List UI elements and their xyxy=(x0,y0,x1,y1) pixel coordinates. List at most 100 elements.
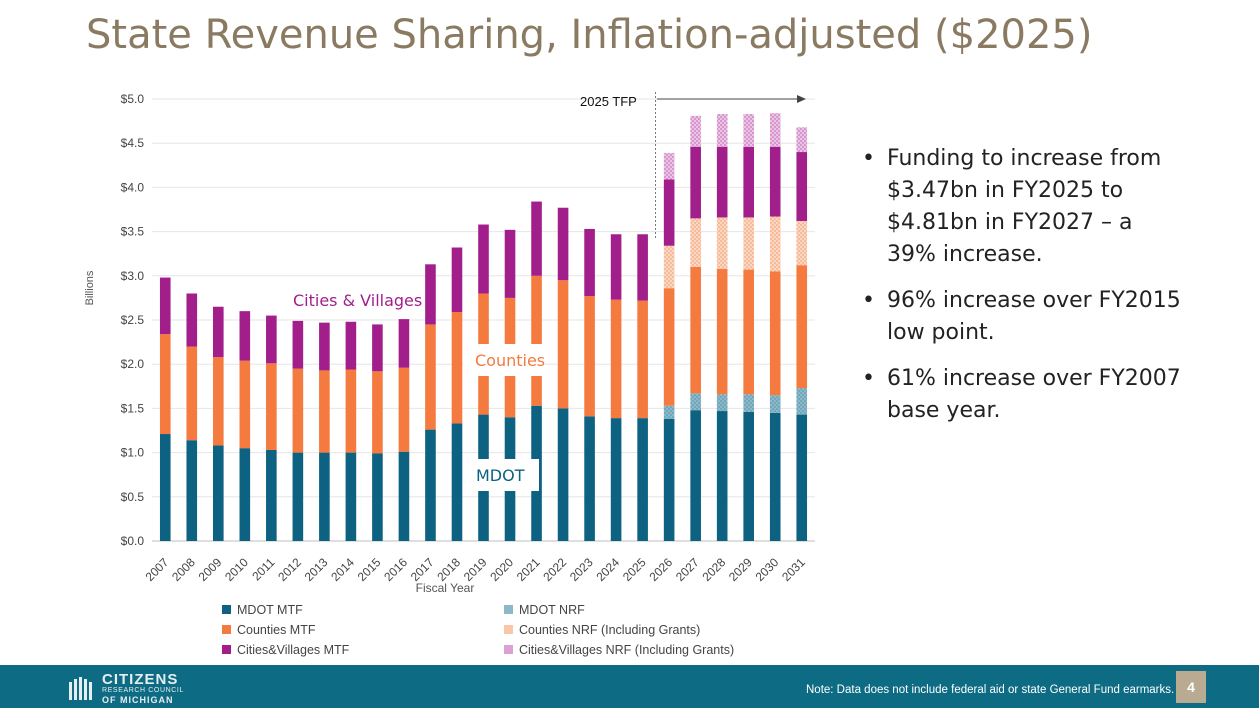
x-tick-label: 2010 xyxy=(222,555,251,584)
x-tick-label: 2024 xyxy=(593,555,622,584)
legend-swatch xyxy=(504,625,513,634)
bar-segment xyxy=(504,229,516,298)
legend-swatch xyxy=(222,605,231,614)
x-tick-label: 2019 xyxy=(461,555,490,584)
bar-segment xyxy=(345,369,357,453)
bar-segment xyxy=(266,315,277,364)
bar-segment xyxy=(716,217,728,269)
bar-segment xyxy=(372,453,383,541)
bar-segment xyxy=(743,217,755,270)
bullet-glyph: • xyxy=(862,366,875,391)
legend-swatch xyxy=(504,645,513,654)
legend-item-counties-nrf: Counties NRF (Including Grants) xyxy=(504,621,784,638)
legend-label: MDOT NRF xyxy=(519,602,585,617)
bullet-text: Funding to increase from $3.47bn in FY20… xyxy=(887,146,1162,267)
y-tick-label: $0.5 xyxy=(121,490,145,504)
bar-segment xyxy=(239,360,251,449)
y-tick-label: $2.0 xyxy=(121,357,145,371)
bullet-item: • Funding to increase from $3.47bn in FY2… xyxy=(862,143,1182,271)
bar-segment xyxy=(716,114,728,147)
bar-segment xyxy=(425,324,436,430)
bar-segment xyxy=(769,146,781,217)
bar-segment xyxy=(584,228,595,297)
bar-segment xyxy=(796,265,808,389)
bar-segment xyxy=(159,334,171,435)
bar-segment xyxy=(186,293,198,347)
tfp-arrow-head xyxy=(797,95,806,103)
x-tick-label: 2012 xyxy=(275,555,304,584)
bar-segment xyxy=(451,423,463,541)
y-axis-ticks: $0.0 $0.5 $1.0 $1.5 $2.0 $2.5 $3.0 $3.5 $4.0 $4.5… xyxy=(121,92,145,548)
bar-segment xyxy=(637,418,648,541)
x-tick-label: 2009 xyxy=(196,555,225,584)
columns-logo-icon xyxy=(69,677,92,700)
bar-segment xyxy=(372,371,383,454)
x-axis-ticks: 2007200820092010201120122013201420152016… xyxy=(143,555,808,584)
bar-segment xyxy=(266,363,277,450)
bar-segment xyxy=(716,268,728,395)
bar-segment xyxy=(345,321,357,370)
bullet-glyph: • xyxy=(862,288,875,313)
bar-segment xyxy=(796,127,808,153)
x-tick-label: 2013 xyxy=(302,555,331,584)
x-tick-label: 2023 xyxy=(567,555,596,584)
y-tick-label: $3.0 xyxy=(121,269,145,283)
bar-segment xyxy=(398,319,410,368)
y-tick-label: $0.0 xyxy=(121,534,145,548)
bullet-text: 96% increase over FY2015 low point. xyxy=(887,288,1181,345)
bar-segment xyxy=(690,218,701,267)
bar-segment xyxy=(663,419,675,541)
x-tick-label: 2011 xyxy=(249,555,277,583)
bar-segment xyxy=(663,288,675,406)
x-tick-label: 2017 xyxy=(408,555,437,584)
counties-callout: Counties xyxy=(463,344,545,376)
cities-villages-callout: Cities & Villages xyxy=(289,287,422,313)
bar-segment xyxy=(690,115,701,147)
bar-segment xyxy=(584,416,595,541)
legend-item-mdot-mtf: MDOT MTF xyxy=(222,601,504,618)
crc-logo: CITIZENS RESEARCH COUNCIL OF MICHIGAN xyxy=(68,672,184,705)
x-tick-label: 2028 xyxy=(700,555,729,584)
counties-label: Counties xyxy=(475,351,545,370)
bar-segment xyxy=(743,114,755,147)
bullet-glyph: • xyxy=(862,146,875,171)
bar-segment xyxy=(212,445,224,541)
bar-segment xyxy=(663,179,675,246)
legend-label: Cities&Villages NRF (Including Grants) xyxy=(519,642,735,657)
bar-segment xyxy=(637,300,648,419)
bar-segment xyxy=(292,368,304,453)
bar-segment xyxy=(159,277,171,335)
bar-segment xyxy=(531,275,542,406)
bar-segment xyxy=(796,414,808,541)
bar-segment xyxy=(663,405,675,420)
tfp-label: 2025 TFP xyxy=(580,94,637,109)
bar-segment xyxy=(690,393,701,411)
mdot-label: MDOT xyxy=(476,466,525,485)
bar-segment xyxy=(584,296,595,417)
bar-segment xyxy=(319,370,330,453)
bar-segment xyxy=(610,234,622,300)
x-tick-label: 2022 xyxy=(540,555,569,584)
bullet-text: 61% increase over FY2007 base year. xyxy=(887,366,1181,423)
y-tick-label: $1.0 xyxy=(121,446,145,460)
bar-segment xyxy=(372,324,383,372)
tfp-annotation: 2025 TFP xyxy=(580,92,806,240)
bar-segment xyxy=(716,411,728,541)
bar-segment xyxy=(398,367,410,452)
legend-label: MDOT MTF xyxy=(237,602,303,617)
bar-segment xyxy=(319,452,330,541)
mdot-callout: MDOT xyxy=(463,459,539,491)
bar-segment xyxy=(690,266,701,394)
x-tick-label: 2025 xyxy=(620,555,649,584)
legend-item-cities-nrf: Cities&Villages NRF (Including Grants) xyxy=(504,641,784,658)
bullet-item: • 96% increase over FY2015 low point. xyxy=(862,285,1182,349)
legend-label: Cities&Villages MTF xyxy=(237,642,350,657)
bar-segment xyxy=(743,411,755,541)
x-tick-label: 2029 xyxy=(726,555,755,584)
bar-segment xyxy=(239,448,251,541)
bar-segment xyxy=(663,152,675,180)
y-tick-label: $4.0 xyxy=(121,180,145,194)
y-axis-label: Billions xyxy=(84,270,96,305)
bar-segment xyxy=(186,440,198,541)
bar-segment xyxy=(796,220,808,266)
